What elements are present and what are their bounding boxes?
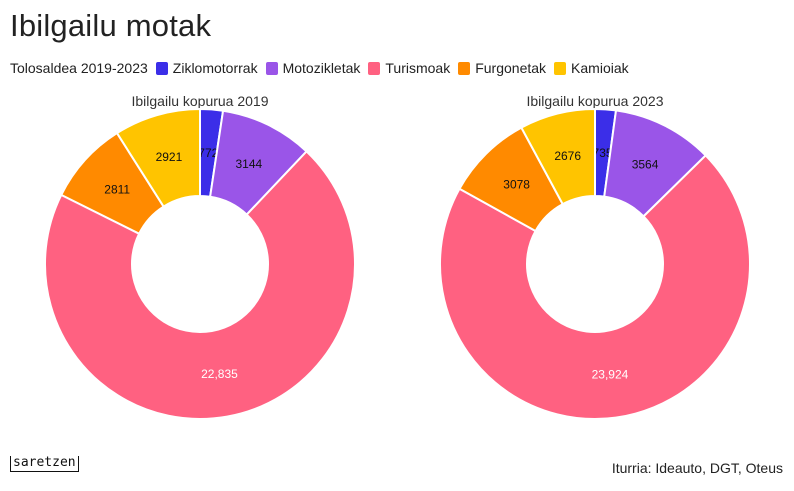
slice-value-label: 2921	[156, 150, 183, 164]
donut-slice-kamioiak[interactable]	[520, 108, 596, 206]
slice-value-label: 2811	[104, 182, 130, 196]
slice-value-label: 2676	[554, 149, 581, 163]
donut-chart-1: Ibilgailu kopurua 2019 772 3144 22,835 2811 2…	[44, 93, 356, 420]
slice-value-label: 735	[593, 146, 613, 160]
slice-value-label: 3078	[503, 178, 530, 192]
legend-item-furgonetak[interactable]: Furgonetak	[458, 60, 546, 76]
legend-item-ziklomotorrak[interactable]: Ziklomotorrak	[155, 60, 258, 76]
slice-value-label: 23,924	[592, 367, 629, 381]
donut-slice-turismoak[interactable]	[44, 150, 356, 420]
donut-chart-2: Ibilgailu kopurua 2023 735 3564 23,924 3078 2…	[439, 93, 751, 420]
page-title: Ibilgailu motak	[10, 8, 212, 43]
legend-swatch	[554, 61, 567, 75]
brand-logo: saretzen	[10, 456, 79, 472]
legend-item-label: Kamioiak	[571, 60, 629, 76]
slice-value-label: 3564	[632, 157, 659, 171]
legend-swatch	[265, 61, 278, 75]
slice-value-label: 3144	[235, 157, 262, 171]
slice-value-label: 772	[198, 146, 218, 160]
source-note: Iturria: Ideauto, DGT, Oteus	[611, 460, 783, 476]
legend-item-label: Turismoak	[385, 60, 451, 76]
legend-swatch	[368, 61, 381, 75]
legend: Tolosaldea 2019-2023 Ziklomotorrak Motoz…	[10, 59, 637, 77]
legend-item-label: Furgonetak	[475, 60, 547, 76]
legend-swatch	[155, 61, 168, 75]
donut-slice-kamioiak[interactable]	[116, 108, 201, 208]
legend-region-label: Tolosaldea 2019-2023	[10, 60, 148, 76]
legend-item-label: Motozikletak	[282, 60, 361, 76]
slice-value-label: 22,835	[201, 367, 238, 381]
legend-item-motozikletak[interactable]: Motozikletak	[265, 60, 361, 76]
legend-item-turismoak[interactable]: Turismoak	[368, 60, 450, 76]
legend-item-kamioiak[interactable]: Kamioiak	[554, 60, 629, 76]
chart-title: Ibilgailu kopurua 2023	[527, 93, 664, 109]
legend-item-label: Ziklomotorrak	[172, 60, 258, 76]
chart-title: Ibilgailu kopurua 2019	[132, 93, 269, 109]
legend-swatch	[458, 61, 471, 75]
